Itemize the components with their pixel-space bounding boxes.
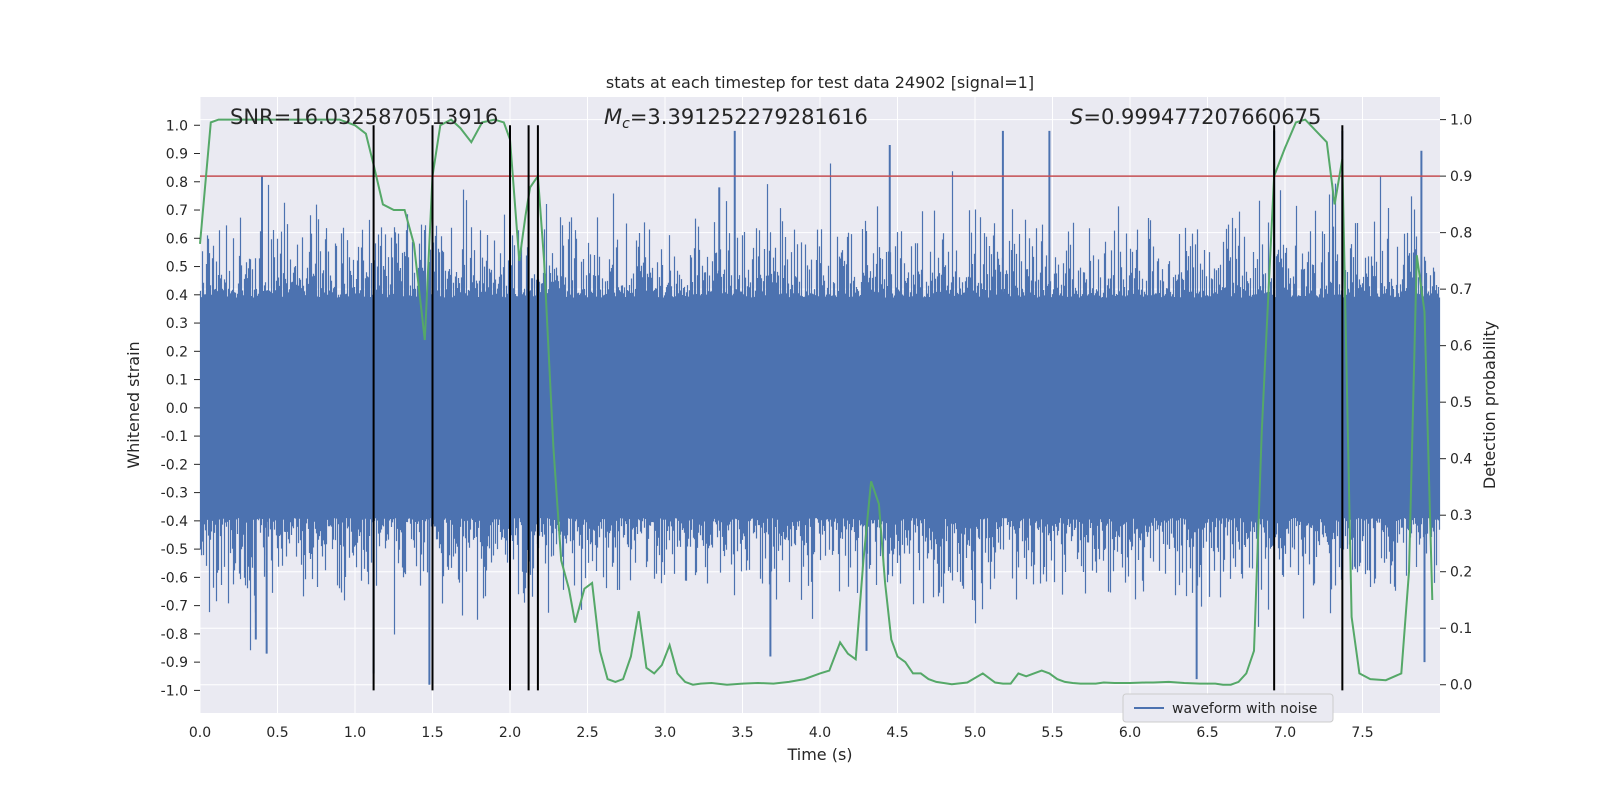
- y-tick-label: -0.3: [161, 486, 188, 502]
- y-axis-label: Whitened strain: [124, 341, 143, 468]
- right-y-tick-label: 0.8: [1450, 226, 1472, 242]
- y-tick-label: -0.5: [161, 542, 188, 558]
- chirp-mass-value: =3.391252279281616: [630, 105, 868, 129]
- right-y-tick-label: 0.6: [1450, 339, 1472, 355]
- event-markers: [372, 125, 1344, 691]
- right-y-tick-label: 0.7: [1450, 282, 1472, 298]
- right-y-tick-label: 0.1: [1450, 621, 1472, 637]
- legend-label: waveform with noise: [1172, 701, 1317, 717]
- x-tick-label: 6.5: [1196, 725, 1218, 741]
- y-tick-label: 0.9: [166, 147, 188, 163]
- x-tick-label: 3.5: [731, 725, 753, 741]
- y-tick-label: -0.7: [161, 599, 188, 615]
- y-tick-label: -0.6: [161, 570, 188, 586]
- legend: waveform with noise: [1122, 693, 1334, 723]
- y-tick-label: -0.2: [161, 457, 188, 473]
- y-tick-label: 0.8: [166, 175, 188, 191]
- x-tick-label: 1.5: [421, 725, 443, 741]
- right-y-tick-label: 0.4: [1450, 452, 1472, 468]
- snr-annotation: SNR=16.0325870513916: [230, 105, 498, 129]
- right-y-tick-label: 0.0: [1450, 678, 1472, 694]
- x-tick-label: 5.0: [964, 725, 986, 741]
- right-y-tick-label: 1.0: [1450, 113, 1472, 129]
- waveform-series: [199, 130, 1441, 685]
- y-tick-label: 0.6: [166, 231, 188, 247]
- score-annotation: S=0.999477207660675: [1070, 105, 1321, 129]
- right-y-axis-ticks: 1.0 0.9 0.8 0.7 0.6 0.5 0.4 0.3 0.2 0.1 0.0: [1440, 113, 1472, 694]
- y-axis-ticks: 1.0 0.9 0.8 0.7 0.6 0.5 0.4 0.3 0.2 0.1 0.0 -0.1 -0.…: [161, 118, 200, 699]
- x-tick-label: 2.5: [576, 725, 598, 741]
- chart-title: stats at each timestep for test data 249…: [606, 73, 1034, 92]
- x-axis-label: Time (s): [786, 745, 852, 764]
- y-tick-label: -0.1: [161, 429, 188, 445]
- chirp-mass-subscript: c: [622, 116, 630, 132]
- y-tick-label: -0.8: [161, 627, 188, 643]
- right-y-tick-label: 0.3: [1450, 508, 1472, 524]
- x-tick-label: 5.5: [1041, 725, 1063, 741]
- chirp-mass-annotation: Mc=3.391252279281616: [604, 105, 868, 132]
- x-tick-label: 7.5: [1351, 725, 1373, 741]
- right-y-tick-label: 0.9: [1450, 169, 1472, 185]
- x-tick-label: 2.0: [499, 725, 521, 741]
- score-value: =0.999477207660675: [1083, 105, 1321, 129]
- y-tick-label: 0.3: [166, 316, 188, 332]
- x-tick-label: 4.5: [886, 725, 908, 741]
- y-tick-label: 1.0: [166, 118, 188, 134]
- y-tick-label: 0.7: [166, 203, 188, 219]
- x-tick-label: 3.0: [654, 725, 676, 741]
- y-tick-label: -0.9: [161, 655, 188, 671]
- y-tick-label: 0.2: [166, 344, 188, 360]
- y-tick-label: 0.4: [166, 288, 188, 304]
- y-tick-label: -0.4: [161, 514, 188, 530]
- right-y-axis-label: Detection probability: [1480, 321, 1499, 489]
- x-axis-ticks: 0.0 0.5 1.0 1.5 2.0 2.5 3.0 3.5 4.0 4.5 5.0 5.5 6.0 6…: [189, 725, 1374, 741]
- x-tick-label: 1.0: [344, 725, 366, 741]
- legend-box: [1122, 693, 1334, 723]
- right-y-tick-label: 0.2: [1450, 565, 1472, 581]
- x-tick-label: 6.0: [1119, 725, 1141, 741]
- score-symbol: S: [1070, 105, 1083, 129]
- x-tick-label: 0.0: [189, 725, 211, 741]
- right-y-tick-label: 0.5: [1450, 395, 1472, 411]
- waveform-noise: [199, 163, 1441, 651]
- x-tick-label: 0.5: [266, 725, 288, 741]
- y-tick-label: 0.1: [166, 373, 188, 389]
- x-tick-label: 7.0: [1274, 725, 1296, 741]
- detection-probability-series: [199, 118, 1434, 686]
- chirp-mass-symbol: M: [604, 105, 622, 129]
- x-tick-label: 4.0: [809, 725, 831, 741]
- y-tick-label: -1.0: [161, 683, 188, 699]
- y-tick-label: 0.0: [166, 401, 188, 417]
- y-tick-label: 0.5: [166, 260, 188, 276]
